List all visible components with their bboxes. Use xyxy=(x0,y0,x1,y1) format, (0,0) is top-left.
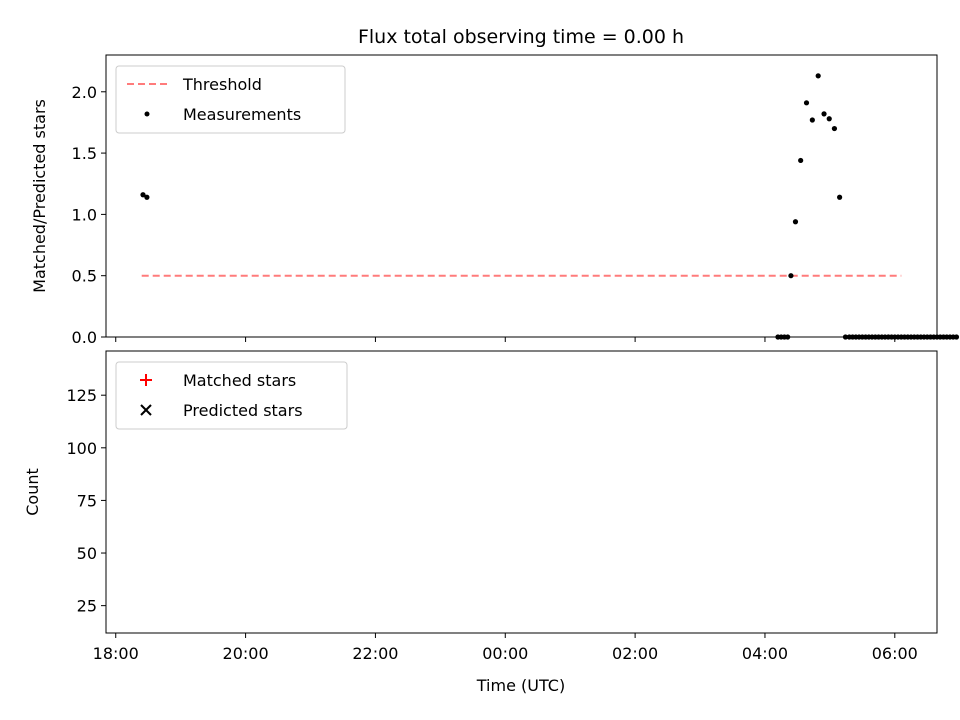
chart-title: Flux total observing time = 0.00 h xyxy=(358,26,684,48)
bottom-y-tick-label: 75 xyxy=(77,491,97,510)
top-y-tick-label: 2.0 xyxy=(72,83,97,102)
measurement-point xyxy=(140,192,146,198)
x-tick-label: 00:00 xyxy=(482,644,528,663)
measurement-point xyxy=(788,273,794,279)
x-tick-label: 06:00 xyxy=(872,644,918,663)
top-panel: 0.00.51.01.52.0 Matched/Predicted stars … xyxy=(30,54,960,347)
measurement-point xyxy=(144,194,150,200)
legend-threshold-label: Threshold xyxy=(182,75,262,94)
top-y-tick-label: 0.0 xyxy=(72,328,97,347)
legend-predicted-label: Predicted stars xyxy=(183,401,303,420)
x-tick-label: 04:00 xyxy=(742,644,788,663)
top-y-tick-label: 1.0 xyxy=(72,205,97,224)
legend-matched-label: Matched stars xyxy=(183,371,296,390)
x-axis-label: Time (UTC) xyxy=(476,676,565,695)
x-tick-label: 02:00 xyxy=(612,644,658,663)
bottom-axes-frame xyxy=(105,350,938,634)
bottom-x-ticks: 18:00 20:00 22:00 00:00 02:00 04:00 06:00 xyxy=(93,633,918,663)
top-y-tick-label: 1.5 xyxy=(72,144,97,163)
legend-measurements-swatch xyxy=(144,111,150,117)
legend-measurements-label: Measurements xyxy=(183,105,301,124)
measurement-point xyxy=(831,125,838,132)
bottom-legend: Matched stars Predicted stars xyxy=(115,361,348,430)
top-y-ticks: 0.0 0.5 1.0 1.5 2.0 xyxy=(72,83,106,347)
top-x-ticks xyxy=(115,337,896,342)
x-tick-label: 20:00 xyxy=(223,644,269,663)
measurement-point xyxy=(803,100,810,106)
measurement-point xyxy=(809,117,815,123)
measurement-point xyxy=(815,73,821,79)
legend-predicted-swatch xyxy=(140,404,152,416)
measurement-point xyxy=(798,157,804,164)
bottom-legend-frame xyxy=(115,361,348,430)
bottom-y-tick-label: 125 xyxy=(66,386,97,405)
top-y-axis-label: Matched/Predicted stars xyxy=(30,99,49,293)
measurement-point xyxy=(837,194,843,200)
bottom-y-tick-label: 100 xyxy=(66,439,97,458)
top-axes-frame xyxy=(105,54,938,338)
x-tick-label: 22:00 xyxy=(352,644,398,663)
measurement-point xyxy=(821,111,827,117)
legend-matched-swatch xyxy=(140,374,152,386)
bottom-panel: 25 50 75 100 125 18:00 20:00 22:00 00:00 02:00 04… xyxy=(23,350,938,695)
measurement-point xyxy=(953,334,960,340)
measurement-point xyxy=(792,219,799,225)
top-legend: Threshold Measurements xyxy=(115,65,346,134)
bottom-y-ticks: 25 50 75 100 125 xyxy=(66,386,106,616)
bottom-y-tick-label: 50 xyxy=(77,544,97,563)
top-legend-frame xyxy=(115,65,346,134)
bottom-y-axis-label: Count xyxy=(23,468,42,516)
measurement-point xyxy=(826,116,832,122)
top-y-tick-label: 0.5 xyxy=(72,267,97,286)
bottom-y-tick-label: 25 xyxy=(77,597,97,616)
x-tick-label: 18:00 xyxy=(93,644,139,663)
